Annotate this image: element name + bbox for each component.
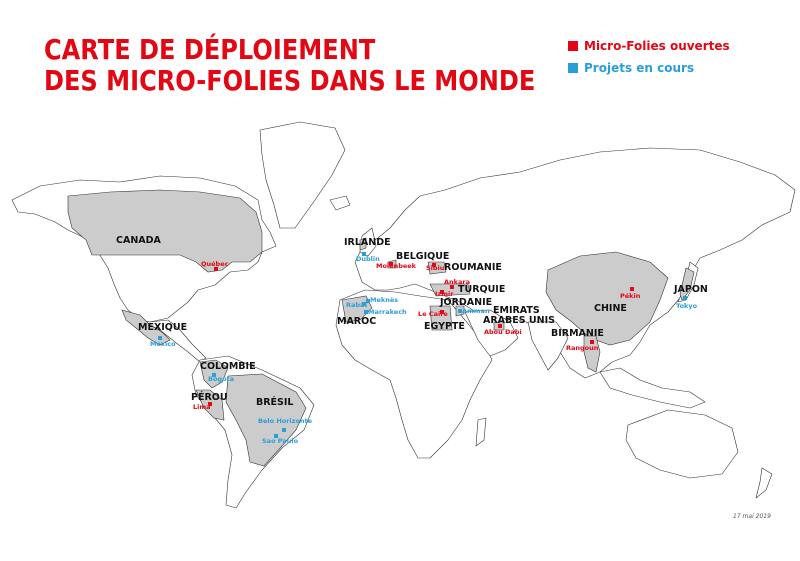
land-australia — [625, 409, 739, 479]
marker-mexico — [158, 336, 162, 340]
city-label-lima: Lima — [193, 403, 211, 411]
land-southeast-asia — [599, 367, 706, 409]
shape-canada — [67, 189, 263, 273]
city-label-rabat: Rabat — [346, 301, 368, 309]
country-labels: CANADA MEXIQUE COLOMBIE PÉROU BRÉSIL IRL… — [116, 235, 708, 408]
label-colombie: COLOMBIE — [200, 361, 256, 372]
label-birmanie: BIRMANIE — [551, 328, 604, 339]
marker-amman — [458, 309, 462, 313]
marker-meknes — [366, 299, 370, 303]
label-maroc: MAROC — [337, 316, 376, 327]
title-line-2: DES MICRO-FOLIES DANS LE MONDE — [44, 64, 536, 97]
land-africa — [335, 289, 493, 459]
label-canada: CANADA — [116, 235, 162, 246]
legend-swatch-project — [568, 63, 578, 73]
marker-tokyo — [683, 296, 687, 300]
marker-ankara — [450, 285, 454, 289]
map-title: CARTE DE DÉPLOIEMENT DES MICRO-FOLIES DA… — [44, 34, 535, 96]
shape-chine — [545, 251, 669, 346]
land-madagascar — [475, 417, 487, 447]
marker-rangoun — [590, 340, 594, 344]
legend-label-project: Projets en cours — [584, 61, 695, 75]
label-jordanie: JORDANIE — [439, 297, 492, 308]
city-markers — [158, 252, 687, 438]
legend: Micro-Folies ouvertes Projets en cours — [568, 35, 730, 79]
legend-label-open: Micro-Folies ouvertes — [584, 39, 730, 53]
marker-le-caire — [440, 310, 444, 314]
city-label-ankara: Ankara — [444, 278, 470, 286]
label-bresil: BRÉSIL — [256, 396, 293, 408]
city-label-rangoun: Rangoun — [566, 344, 599, 352]
legend-item-open: Micro-Folies ouvertes — [568, 35, 730, 57]
label-egypte: EGYPTE — [424, 321, 465, 332]
shape-birmanie — [583, 335, 601, 373]
label-japon: JAPON — [673, 284, 708, 295]
label-emirats-1: EMIRATS — [493, 305, 540, 316]
shape-japon — [679, 267, 695, 301]
city-label-amman: Amman — [462, 307, 490, 315]
city-label-bogota: Bogota — [208, 375, 234, 383]
label-mexique: MEXIQUE — [138, 322, 187, 333]
city-label-le-caire: Le Caire — [418, 310, 448, 318]
marker-belo-horizonte — [282, 428, 286, 432]
label-chine: CHINE — [594, 303, 627, 314]
city-label-quebec: Québec — [201, 260, 229, 268]
label-belgique: BELGIQUE — [396, 251, 449, 262]
city-label-mexico: Mexico — [150, 340, 176, 348]
marker-abou-dabi — [498, 324, 502, 328]
marker-sibiu — [432, 263, 436, 267]
city-label-abou-dabi: Abou Dabi — [484, 328, 522, 336]
label-irlande: IRLANDE — [344, 237, 391, 248]
marker-izmir — [440, 290, 444, 294]
shape-bresil — [225, 373, 307, 467]
shape-irlande — [359, 237, 367, 251]
marker-molenbeek — [389, 262, 393, 266]
marker-quebec — [214, 267, 218, 271]
land-central-america — [139, 319, 207, 363]
city-label-sao-paulo: Sao Paulo — [262, 437, 299, 445]
city-label-tokyo: Tokyo — [676, 302, 698, 310]
city-label-sibiu: Sibiu — [426, 264, 445, 272]
marker-rabat — [362, 302, 366, 306]
marker-sao-paulo — [274, 434, 278, 438]
marker-marrakech — [364, 310, 368, 314]
land-greenland — [259, 121, 346, 229]
date-stamp: 17 mai 2019 — [733, 513, 771, 520]
label-turquie: TURQUIE — [458, 284, 505, 295]
city-labels: Québec Mexico Bogota Lima Belo Horizonte… — [150, 255, 698, 445]
land-iceland — [329, 195, 351, 211]
marker-bogota — [212, 373, 216, 377]
highlighted-countries — [67, 189, 695, 467]
label-emirats-2: ARABES UNIS — [483, 315, 555, 326]
legend-item-project: Projets en cours — [568, 57, 730, 79]
marker-lima — [208, 402, 212, 406]
shape-egypte — [429, 305, 453, 331]
city-label-marrakech: Marrakech — [368, 308, 407, 316]
city-label-pekin: Pékin — [620, 292, 641, 300]
city-label-belo-horizonte: Belo Horizonte — [258, 417, 313, 425]
label-roumanie: ROUMANIE — [444, 262, 502, 273]
land-new-zealand — [755, 467, 773, 499]
city-label-molenbeek: Molenbeek — [376, 262, 417, 270]
marker-dublin — [362, 252, 366, 256]
title-line-1: CARTE DE DÉPLOIEMENT — [44, 33, 376, 66]
city-label-meknes: Meknès — [370, 296, 398, 304]
land-india — [527, 321, 569, 371]
land-arabia — [464, 309, 519, 357]
city-label-izmir: Izmir — [435, 290, 454, 298]
marker-pekin — [630, 287, 634, 291]
label-perou: PÉROU — [191, 391, 228, 403]
city-label-dublin: Dublin — [356, 255, 380, 263]
legend-swatch-open — [568, 41, 578, 51]
